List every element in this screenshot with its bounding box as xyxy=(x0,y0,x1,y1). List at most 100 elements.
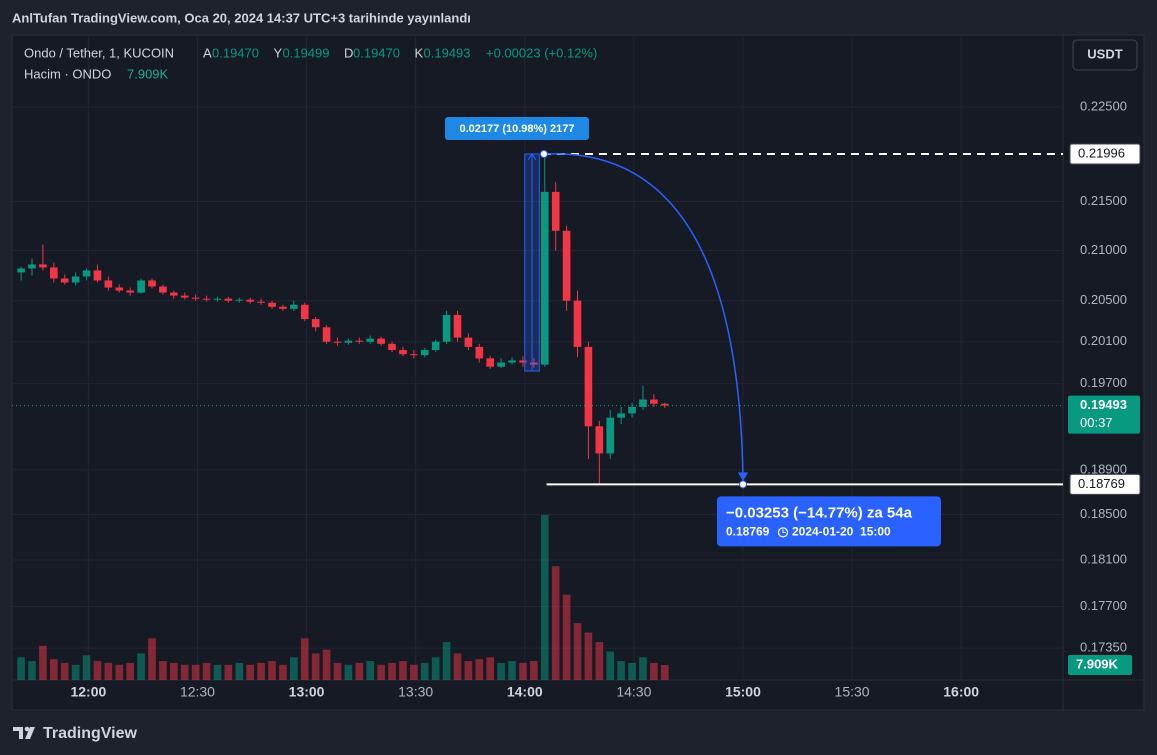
x-tick-label: 15:30 xyxy=(835,684,870,700)
volume-bar xyxy=(311,653,320,680)
y-tick-label: 0.22500 xyxy=(1080,98,1127,113)
candle-body xyxy=(290,304,298,309)
candle-body xyxy=(17,268,25,273)
currency-button[interactable] xyxy=(1072,39,1138,71)
candle-body xyxy=(464,337,473,347)
candle-body xyxy=(333,341,342,343)
volume-legend-label: Hacim · ONDO xyxy=(24,66,111,81)
projection-price: 0.18769 xyxy=(726,525,770,539)
volume-bar xyxy=(486,657,495,680)
volume-bar xyxy=(28,661,36,680)
x-tick-label: 13:00 xyxy=(289,684,325,700)
volume-bar xyxy=(519,662,527,680)
chart-pane xyxy=(11,34,1145,711)
ohlc-key: A xyxy=(203,45,212,60)
overlay-layer: 0.19493 00:37 7.909K 0.21996 0.18769 0.02177 … xyxy=(12,117,1141,675)
candle-body xyxy=(148,280,156,287)
clock-icon xyxy=(777,527,789,538)
ohlc-value: 0.19499 xyxy=(283,45,330,60)
volume-bar xyxy=(584,632,593,680)
volume-bar xyxy=(595,642,604,680)
candle-body xyxy=(399,350,407,355)
volume-bar xyxy=(377,664,385,680)
candle-body xyxy=(322,327,331,342)
candle-body xyxy=(257,301,265,303)
x-tick-label: 14:30 xyxy=(616,684,651,700)
ohlc-key: Y xyxy=(274,45,283,60)
volume-bar xyxy=(431,657,440,680)
volume-bar xyxy=(573,623,582,680)
candle-body xyxy=(279,306,287,309)
candle-body xyxy=(213,298,222,300)
y-tick-label: 0.20100 xyxy=(1080,333,1127,348)
candle-body xyxy=(617,413,625,418)
volume-bar xyxy=(235,662,244,680)
currency-button-label[interactable]: USDT xyxy=(1087,46,1122,61)
volume-bar xyxy=(333,662,342,680)
volume-label: 7.909K xyxy=(1076,656,1119,671)
candle-body xyxy=(50,267,58,279)
candle-body xyxy=(660,403,669,406)
candle-body xyxy=(246,299,255,302)
volume-bar xyxy=(39,645,47,680)
candle-body xyxy=(551,191,560,231)
candle-body xyxy=(311,319,320,328)
candle-body xyxy=(497,362,505,367)
volume-bar xyxy=(355,662,364,680)
volume-bar xyxy=(159,661,167,680)
candle-body xyxy=(606,417,615,454)
candle-body xyxy=(60,278,69,283)
volume-bar xyxy=(180,664,189,680)
candle-body xyxy=(377,338,385,344)
volume-bar xyxy=(300,638,309,680)
candle-body xyxy=(595,426,604,454)
volume-bar xyxy=(639,657,647,680)
volume-bar xyxy=(562,594,571,680)
candle-body xyxy=(486,358,495,367)
price-line-label: 0.18769 xyxy=(1078,476,1125,491)
volume-bar xyxy=(530,661,538,680)
countdown-label: 00:37 xyxy=(1080,415,1113,430)
volume-bar xyxy=(60,662,69,680)
ohlc-value: 0.19493 xyxy=(424,45,471,60)
volume-bar xyxy=(202,662,211,680)
ohlc-value: 0.19470 xyxy=(353,45,400,60)
volume-bar xyxy=(617,661,625,680)
candle-body xyxy=(650,399,658,404)
candle-body xyxy=(442,314,451,342)
candle-body xyxy=(300,304,309,320)
candle-body xyxy=(366,338,375,342)
volume-bar xyxy=(268,661,276,680)
volume-bar xyxy=(17,657,25,680)
volume-bar xyxy=(453,653,462,680)
candle-body xyxy=(562,230,571,301)
clock-hands xyxy=(782,529,786,533)
candle-body xyxy=(410,354,418,356)
price-line-box xyxy=(1069,473,1141,495)
volume-bar xyxy=(213,664,222,680)
candle-body xyxy=(639,399,647,407)
candle-body xyxy=(202,298,211,300)
ohlc-key: D xyxy=(344,45,353,60)
volume-bar xyxy=(420,662,429,680)
x-tick-label: 12:00 xyxy=(70,684,106,700)
y-tick-label: 0.18100 xyxy=(1080,551,1127,566)
volume-bar xyxy=(137,653,145,680)
measure-label: 0.02177 (10.98%) 2177 xyxy=(460,123,575,135)
volume-bar xyxy=(246,664,255,680)
header-title: AnlTufan TradingView.com, Oca 20, 2024 1… xyxy=(12,10,471,25)
candle-body xyxy=(137,280,145,293)
volume-bar xyxy=(399,661,407,680)
volume-bar xyxy=(660,664,669,680)
volume-bar xyxy=(322,649,331,680)
candle-body xyxy=(355,340,364,342)
volume-bar xyxy=(628,662,636,680)
candle-body xyxy=(93,270,102,281)
volume-bar xyxy=(191,664,200,680)
volume-bar xyxy=(50,659,58,680)
volume-bar xyxy=(388,662,396,680)
volume-bar xyxy=(71,664,80,680)
candle-body xyxy=(584,346,593,427)
volume-bar xyxy=(508,661,516,680)
candle-body xyxy=(224,298,233,301)
